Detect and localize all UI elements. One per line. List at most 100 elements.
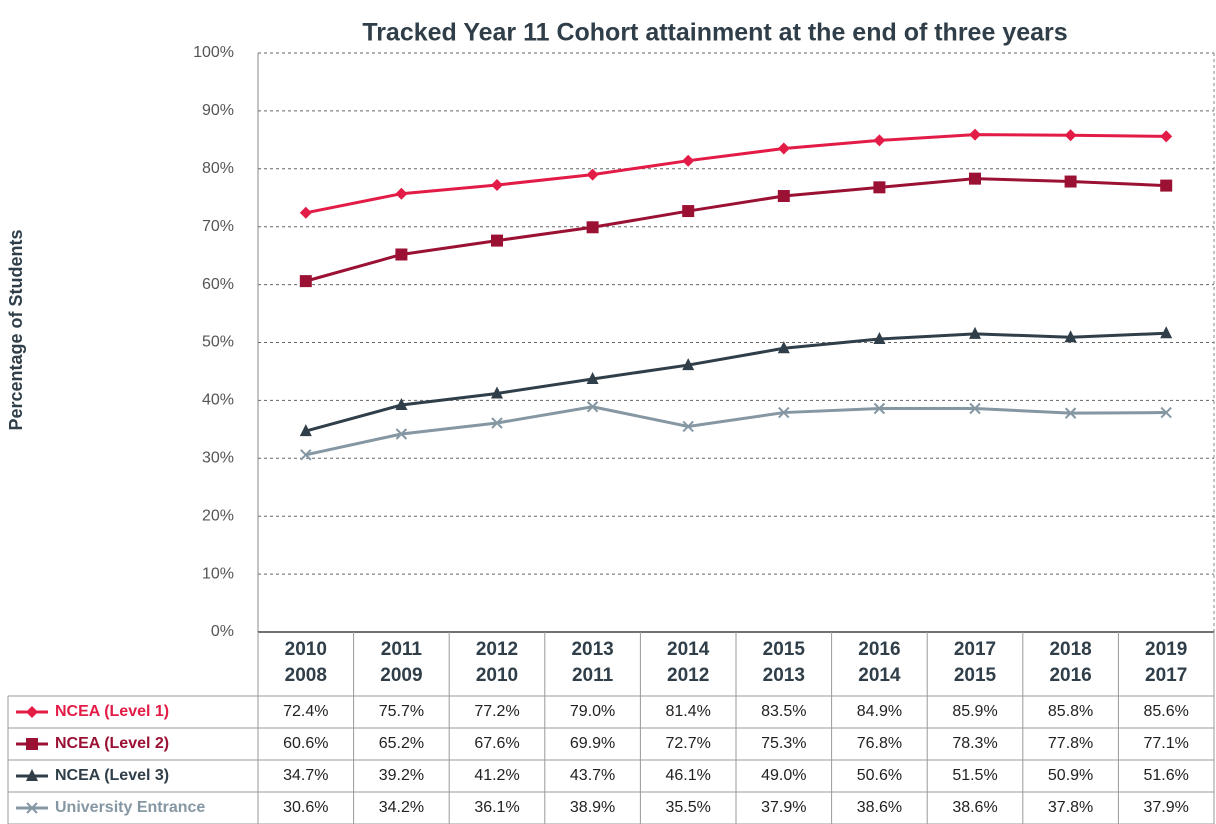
value-label: 37.9% xyxy=(761,799,806,816)
point xyxy=(395,248,408,261)
x-tick-label: 2010 xyxy=(476,665,518,686)
point xyxy=(586,401,599,413)
point xyxy=(777,142,790,155)
x-tick-label: 2013 xyxy=(571,639,613,660)
x-tick-label: 2009 xyxy=(380,665,422,686)
point xyxy=(1064,129,1077,142)
point xyxy=(586,371,599,384)
y-tick-label: 100% xyxy=(193,44,234,61)
value-label: 37.9% xyxy=(1144,799,1189,816)
y-tick-label: 20% xyxy=(202,507,234,524)
point xyxy=(777,341,790,354)
value-label: 38.9% xyxy=(570,799,615,816)
point xyxy=(1064,330,1077,343)
value-label: 83.5% xyxy=(761,703,806,720)
value-label: 77.1% xyxy=(1144,735,1189,752)
point xyxy=(873,134,886,147)
series-line xyxy=(305,133,1167,215)
point xyxy=(491,234,503,247)
legend-label: NCEA (Level 3) xyxy=(55,767,169,784)
legend-label: University Entrance xyxy=(55,799,205,816)
value-label: 75.7% xyxy=(379,703,424,720)
y-tick-label: 70% xyxy=(202,218,234,235)
point xyxy=(1064,175,1077,188)
point xyxy=(682,154,695,167)
value-label: 76.8% xyxy=(857,735,902,752)
value-label: 78.3% xyxy=(952,735,997,752)
y-tick-label: 90% xyxy=(202,102,234,119)
value-label: 36.1% xyxy=(474,799,519,816)
point xyxy=(491,179,503,192)
x-tick-label: 2015 xyxy=(763,639,806,660)
legend-label: NCEA (Level 2) xyxy=(55,735,169,752)
value-label: 84.9% xyxy=(857,703,902,720)
x-tick-label: 2017 xyxy=(1145,665,1187,686)
y-tick-label: 50% xyxy=(202,334,234,351)
value-label: 69.9% xyxy=(570,735,615,752)
value-label: 77.2% xyxy=(474,703,519,720)
value-label: 81.4% xyxy=(666,703,711,720)
value-label: 65.2% xyxy=(379,735,424,752)
point xyxy=(1160,179,1173,192)
series-line xyxy=(305,177,1167,283)
x-tick-label: 2012 xyxy=(667,665,709,686)
y-tick-label: 60% xyxy=(202,276,234,293)
y-tick-label: 40% xyxy=(202,392,234,409)
point xyxy=(299,424,312,437)
point xyxy=(682,420,694,433)
value-label: 38.6% xyxy=(952,799,997,816)
point xyxy=(969,402,981,415)
point xyxy=(26,769,38,781)
point xyxy=(491,386,503,399)
point xyxy=(26,738,38,750)
value-label: 50.6% xyxy=(857,767,902,784)
point xyxy=(395,428,408,440)
value-label: 35.5% xyxy=(666,799,711,816)
value-label: 60.6% xyxy=(283,735,328,752)
x-tick-label: 2012 xyxy=(476,639,518,660)
x-tick-label: 2019 xyxy=(1145,639,1187,660)
x-tick-label: 2016 xyxy=(858,639,900,660)
x-tick-label: 2013 xyxy=(763,665,805,686)
point xyxy=(969,326,981,339)
point xyxy=(300,449,312,461)
point xyxy=(26,802,38,814)
x-tick-label: 2014 xyxy=(667,639,710,660)
point xyxy=(682,205,695,218)
value-label: 34.2% xyxy=(379,799,424,816)
point xyxy=(395,187,408,200)
y-axis-title: Percentage of Students xyxy=(6,229,26,430)
value-label: 72.4% xyxy=(283,703,328,720)
value-label: 85.9% xyxy=(952,703,997,720)
value-label: 39.2% xyxy=(379,767,424,784)
value-label: 77.8% xyxy=(1048,735,1093,752)
point xyxy=(1160,326,1173,339)
point xyxy=(682,358,695,371)
series-line xyxy=(305,405,1167,457)
point xyxy=(969,128,981,141)
value-label: 41.2% xyxy=(474,767,519,784)
value-label: 85.6% xyxy=(1144,703,1189,720)
value-label: 85.8% xyxy=(1048,703,1093,720)
x-tick-label: 2015 xyxy=(954,665,997,686)
value-label: 67.6% xyxy=(474,735,519,752)
y-tick-label: 30% xyxy=(202,450,234,467)
point xyxy=(491,417,503,429)
point xyxy=(26,706,38,718)
x-tick-label: 2017 xyxy=(954,639,996,660)
value-label: 49.0% xyxy=(761,767,806,784)
value-label: 30.6% xyxy=(283,799,328,816)
y-tick-label: 10% xyxy=(202,565,234,582)
y-tick-label: 0% xyxy=(211,623,234,640)
value-label: 79.0% xyxy=(570,703,615,720)
point xyxy=(873,181,886,194)
x-tick-label: 2016 xyxy=(1049,665,1091,686)
point xyxy=(586,221,599,234)
x-tick-label: 2010 xyxy=(285,639,327,660)
value-label: 72.7% xyxy=(666,735,711,752)
point xyxy=(586,168,599,181)
value-label: 34.7% xyxy=(283,767,328,784)
x-tick-label: 2018 xyxy=(1049,639,1091,660)
value-label: 43.7% xyxy=(570,767,615,784)
